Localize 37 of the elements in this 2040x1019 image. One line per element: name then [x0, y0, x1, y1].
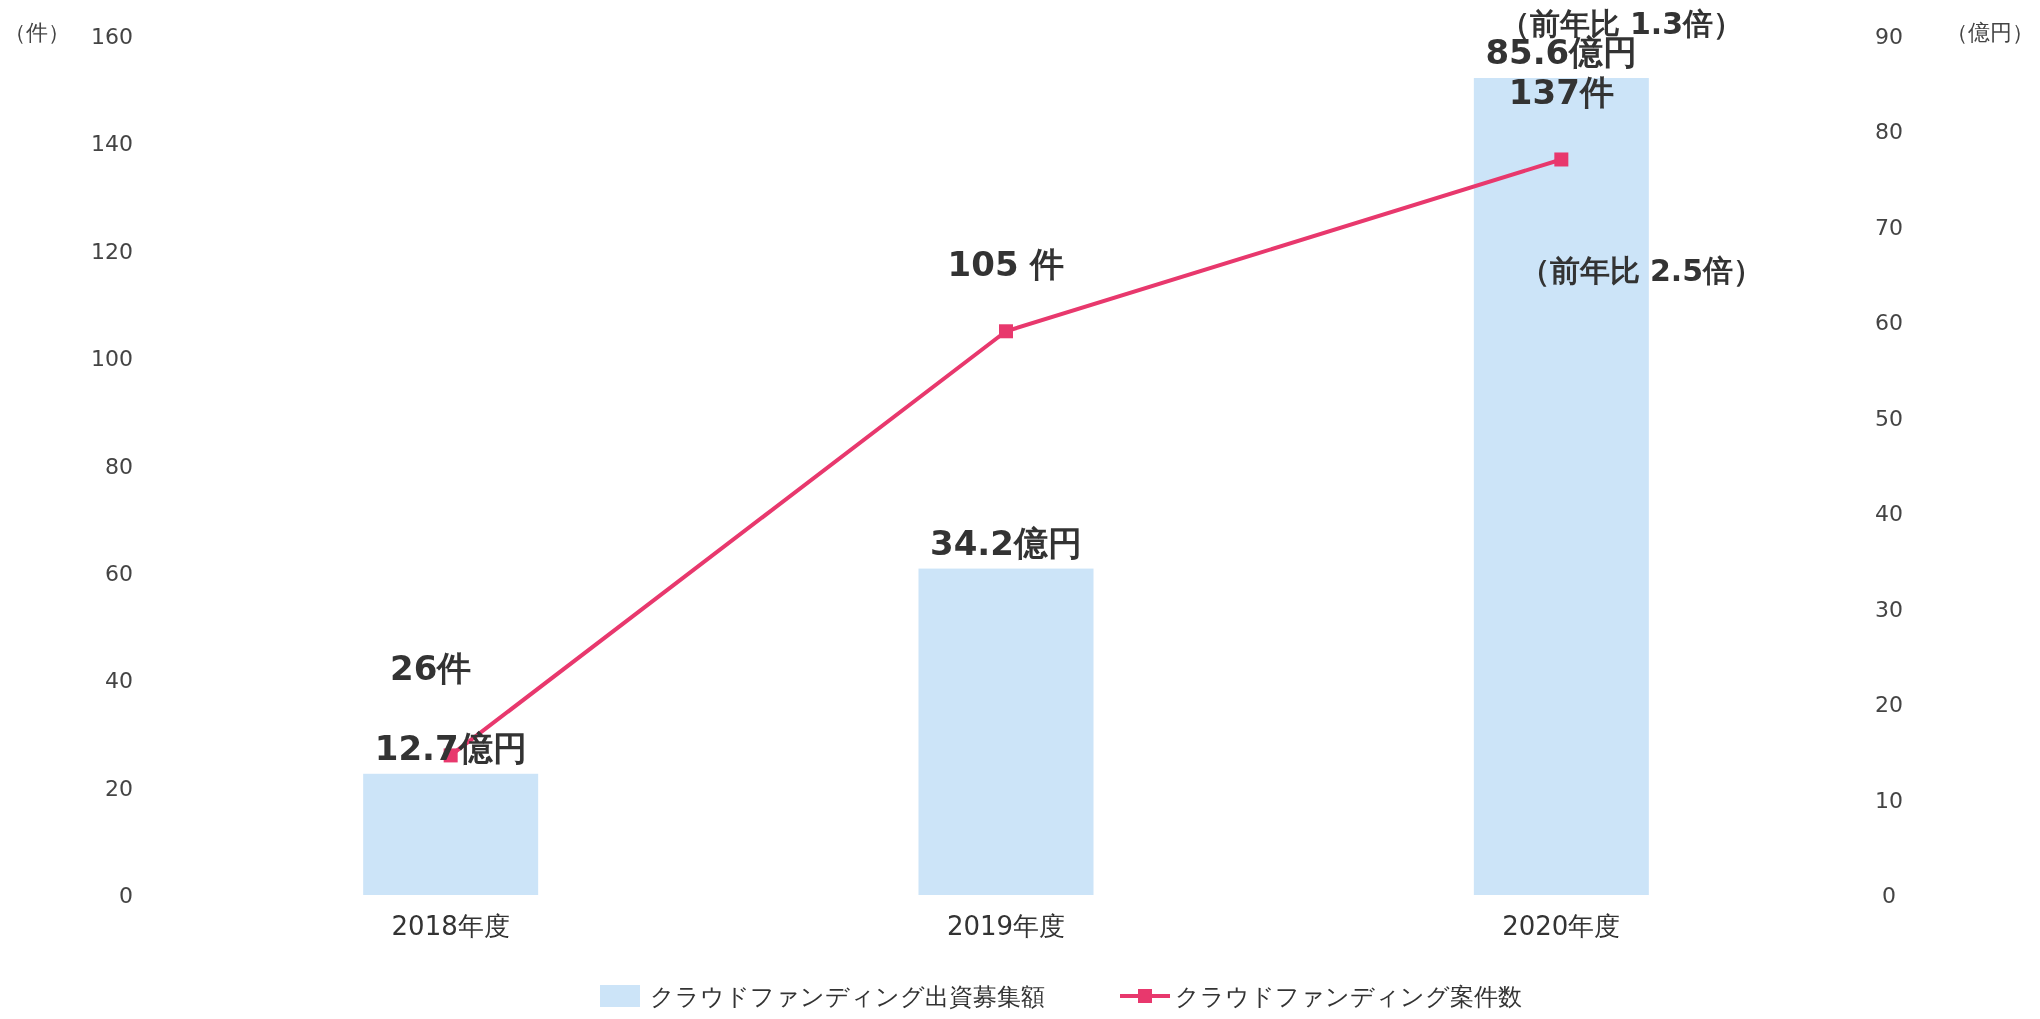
bar	[363, 773, 539, 895]
data-label: 12.7億円	[374, 727, 527, 768]
y-tick-label: 20	[105, 775, 133, 801]
y-axis-title: （件）	[4, 20, 70, 45]
y-tick-label: 140	[91, 131, 133, 157]
y-tick-label: 40	[105, 668, 133, 694]
point	[1554, 152, 1569, 167]
bar	[1473, 78, 1649, 895]
data-label: 105 件	[947, 244, 1065, 285]
y2-tick-label: 60	[1875, 310, 1903, 336]
annotation: （前年比 2.5倍）	[1519, 253, 1764, 288]
data-label: 26件	[390, 648, 472, 689]
data-label: 137件	[1508, 72, 1614, 113]
y-tick-label: 160	[91, 24, 133, 49]
y2-tick-label: 80	[1875, 119, 1903, 145]
y2-tick-label: 90	[1875, 24, 1903, 49]
y2-tick-label: 0	[1882, 883, 1896, 908]
point	[999, 324, 1013, 339]
y-tick-label: 100	[91, 346, 133, 372]
y-tick-label: 80	[105, 453, 133, 479]
data-label: 34.2億円	[930, 522, 1082, 563]
x-tick-label: 2020年度	[1502, 911, 1621, 941]
y2-tick-label: 40	[1875, 501, 1903, 527]
y2-tick-label: 30	[1875, 596, 1903, 622]
bar	[918, 568, 1094, 895]
x-tick-label: 2019年度	[946, 911, 1066, 941]
legend-label: クラウドファンディング案件数	[1175, 983, 1522, 1011]
y2-tick-label: 50	[1875, 405, 1903, 431]
y2-tick-label: 20	[1875, 692, 1903, 718]
y-tick-label: 0	[119, 883, 133, 908]
legend-label: クラウドファンディング出資募集額	[650, 983, 1045, 1011]
y-tick-label: 60	[105, 560, 133, 586]
y2-tick-label: 70	[1875, 214, 1903, 240]
y-tick-label: 120	[91, 238, 133, 264]
y2-axis-title: （億円）	[1946, 20, 2034, 45]
y2-tick-label: 10	[1875, 787, 1903, 813]
x-tick-label: 2018年度	[391, 911, 510, 941]
